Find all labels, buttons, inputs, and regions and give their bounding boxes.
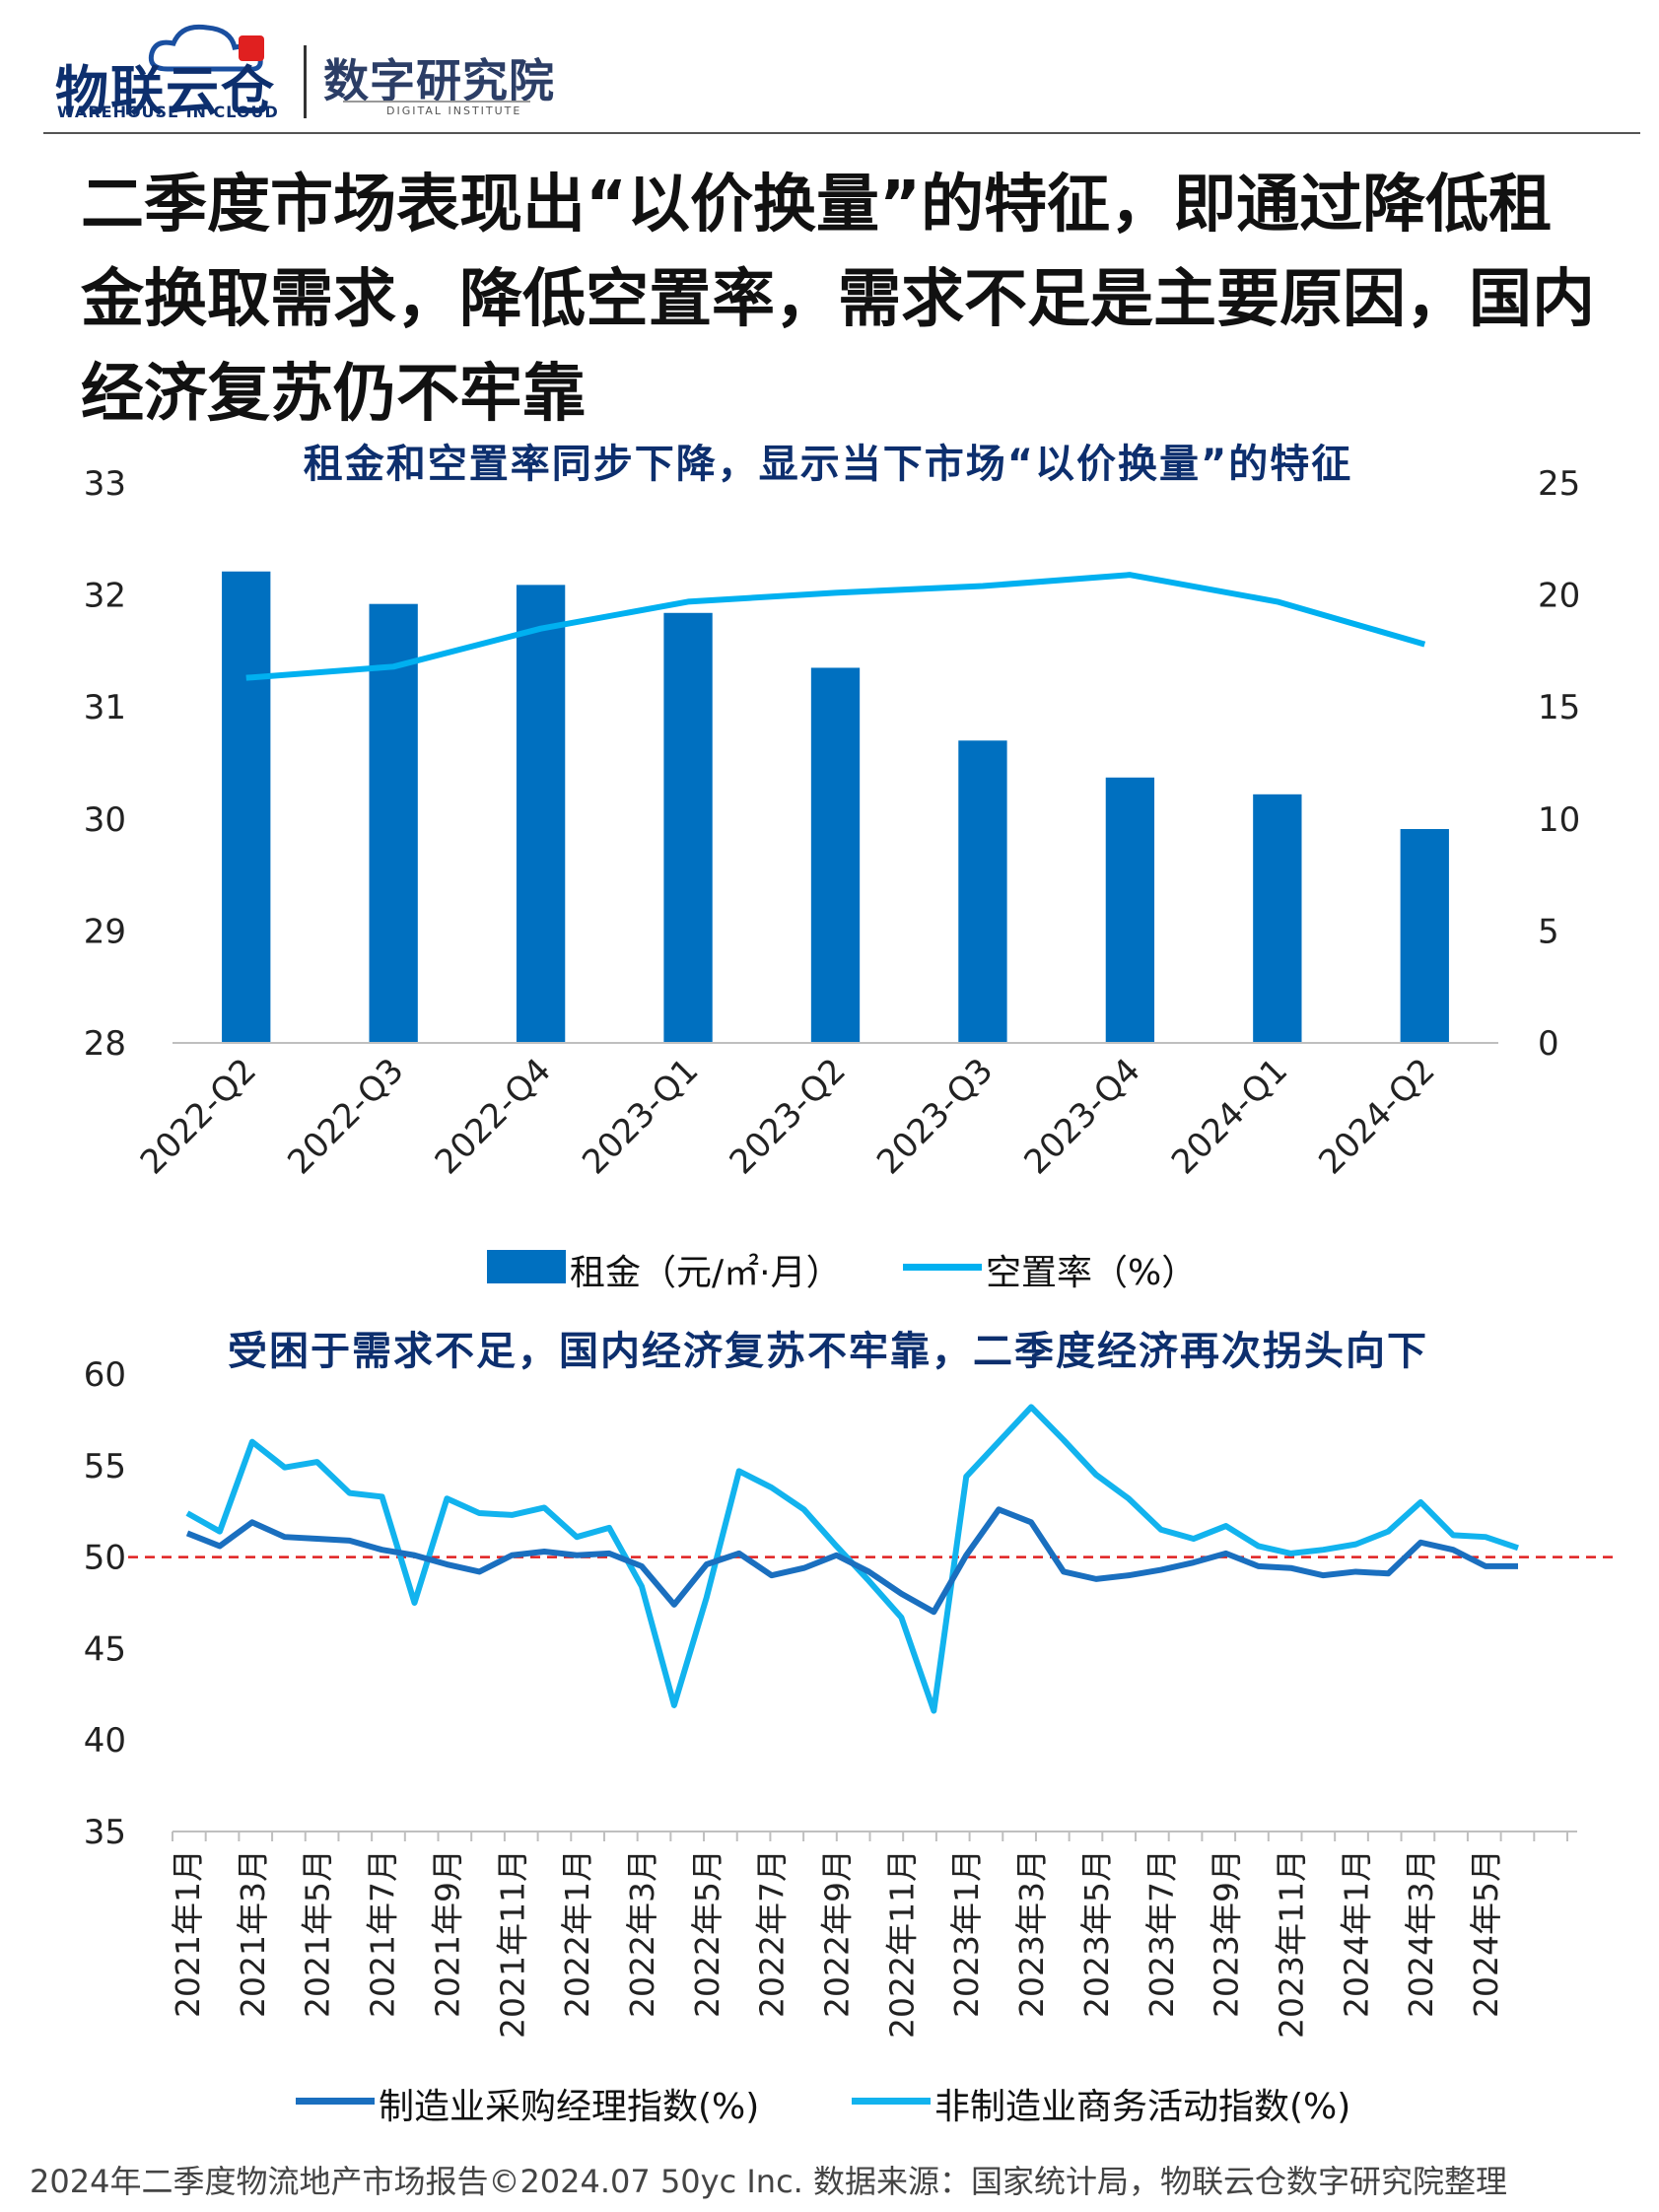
legend-vacancy-swatch (903, 1264, 982, 1271)
logo-sub-text: WAREHOUSE IN CLOUD (57, 103, 279, 121)
y-axis-left-tick-label: 29 (84, 912, 126, 951)
logo-main-text: 物联云仓 (55, 60, 276, 122)
x-axis-tick-label: 2022年11月 (882, 1849, 921, 2039)
chart2-title: 受困于需求不足，国内经济复苏不牢靠，二季度经济再次拐头向下 (228, 1329, 1428, 1374)
institute-sub-text: DIGITAL INSTITUTE (386, 104, 522, 117)
page-headline: 二季度市场表现出“以价换量”的特征，即通过降低租金换取需求，降低空置率，需求不足… (81, 169, 1595, 431)
x-axis-tick-label: 2023年3月 (1012, 1849, 1051, 2018)
nonmfg-index-line (185, 1404, 1519, 1714)
vacancy-line (245, 572, 1426, 681)
x-axis-tick-label: 2021年11月 (493, 1849, 531, 2039)
x-axis-tick-label: 2023-Q2 (723, 1051, 854, 1182)
y-axis-right-tick-label: 15 (1538, 688, 1580, 727)
x-axis-tick-label: 2022年7月 (753, 1849, 792, 2018)
y-axis-left-tick-label: 30 (84, 800, 126, 840)
x-axis-tick-label: 2022年9月 (818, 1849, 857, 2018)
footer-source: 2024年二季度物流地产市场报告©2024.07 50yc Inc. 数据来源：… (30, 2163, 1508, 2200)
x-axis-tick-label: 2021年3月 (234, 1849, 272, 2018)
y-axis-right-tick-label: 0 (1538, 1024, 1559, 1064)
x-axis-tick-label: 2022-Q2 (133, 1051, 264, 1182)
header-rule (43, 132, 1640, 134)
y-axis-right-tick-label: 10 (1538, 800, 1580, 840)
header: 物联云仓 WAREHOUSE IN CLOUD 数字研究院 DIGITAL IN… (0, 0, 1659, 138)
rent-bar (1400, 829, 1449, 1043)
x-axis-tick-label: 2023年11月 (1273, 1849, 1311, 2039)
x-axis-tick-label: 2024-Q1 (1164, 1051, 1295, 1182)
rent-bar (810, 667, 861, 1043)
y-axis-left-tick-label: 31 (84, 688, 126, 727)
legend-rent-label: 租金（元/㎡·月） (570, 1253, 842, 1293)
x-axis-tick-label: 2023年5月 (1077, 1849, 1116, 2018)
rent-bar (516, 585, 566, 1043)
x-axis-tick-label: 2023-Q3 (869, 1051, 1001, 1182)
legend-pmi-swatch (296, 2098, 375, 2105)
y-axis-tick-label: 55 (84, 1447, 126, 1486)
x-axis-tick-label: 2022-Q4 (428, 1051, 559, 1182)
y-axis-left-tick-label: 32 (84, 577, 126, 616)
y-axis-left-tick-label: 33 (84, 464, 126, 504)
x-axis-tick-label: 2022-Q3 (280, 1051, 411, 1182)
x-axis-tick-label: 2023年1月 (947, 1849, 986, 2018)
x-axis-tick-label: 2022年1月 (558, 1849, 596, 2018)
y-axis-right-tick-label: 5 (1538, 912, 1559, 951)
x-axis-tick-label: 2023-Q1 (575, 1051, 706, 1182)
x-axis-tick-label: 2021年5月 (299, 1849, 337, 2018)
cloud-logo-icon (148, 24, 264, 72)
legend-nonmfg-swatch (852, 2098, 931, 2105)
rent-bar (1105, 777, 1155, 1043)
x-axis-tick-label: 2024-Q2 (1311, 1051, 1442, 1182)
y-axis-tick-label: 60 (84, 1355, 126, 1395)
chart1-title: 租金和空置率同步下降，显示当下市场“以价换量”的特征 (303, 442, 1353, 487)
pmi-index-line (185, 1506, 1518, 1616)
rent-bar (1253, 794, 1302, 1043)
x-axis-tick-label: 2021年9月 (428, 1849, 466, 2018)
legend-vacancy-label: 空置率（%） (986, 1253, 1198, 1293)
x-axis-tick-label: 2022年5月 (688, 1849, 726, 2018)
y-axis-tick-label: 40 (84, 1721, 126, 1761)
y-axis-right-tick-label: 20 (1538, 577, 1580, 616)
x-axis-tick-label: 2021年1月 (169, 1849, 207, 2018)
x-axis-tick-label: 2023年9月 (1208, 1849, 1246, 2018)
y-axis-tick-label: 45 (84, 1629, 126, 1669)
pmi-chart: 35 40 45 50 55 60 2021年1月 2021年3月 2021年5月 2021年7月… (84, 1355, 1617, 2039)
x-axis-tick-label: 2023年7月 (1142, 1849, 1181, 2018)
x-axis-tick-label: 2022年3月 (623, 1849, 661, 2018)
y-axis-tick-label: 35 (84, 1813, 126, 1852)
x-axis-tick-label: 2021年7月 (364, 1849, 402, 2018)
institute-underline (343, 101, 530, 103)
y-axis-tick-label: 50 (84, 1539, 126, 1578)
logo-divider (304, 45, 307, 118)
x-axis-tick-label: 2023-Q4 (1017, 1051, 1148, 1182)
legend-rent-swatch (487, 1250, 566, 1283)
y-axis-left-tick-label: 28 (84, 1024, 126, 1064)
x-axis-tick-label: 2024年1月 (1337, 1849, 1375, 2018)
legend-nonmfg-label: 非制造业商务活动指数(%) (934, 2087, 1351, 2127)
legend-pmi-label: 制造业采购经理指数(%) (379, 2087, 760, 2127)
institute-logo-text: 数字研究院 (323, 54, 555, 107)
rent-bar (663, 612, 713, 1043)
rent-bar (369, 603, 418, 1043)
x-axis-tick-label: 2024年5月 (1467, 1849, 1505, 2018)
rent-bar (222, 571, 271, 1043)
x-axis-tick-label: 2024年3月 (1402, 1849, 1440, 2018)
rent-bar (958, 740, 1007, 1043)
y-axis-right-tick-label: 25 (1538, 464, 1580, 504)
rent-vacancy-chart: 28 29 30 31 32 33 0 5 10 15 20 25 2022-Q2 2022-Q3 2022… (84, 464, 1581, 1182)
